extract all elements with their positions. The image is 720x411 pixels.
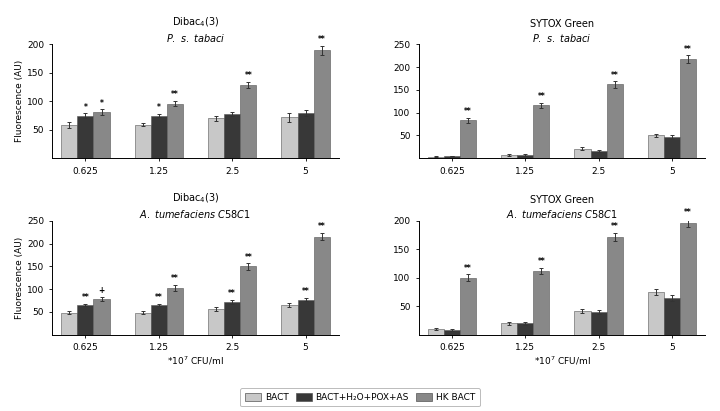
- Text: **: **: [611, 222, 618, 231]
- Bar: [77, 115, 94, 158]
- Text: **: **: [611, 71, 618, 80]
- Bar: [167, 104, 183, 158]
- Bar: [94, 299, 109, 335]
- Text: **: **: [302, 287, 310, 296]
- Bar: [664, 137, 680, 158]
- Text: *: *: [157, 103, 161, 112]
- Bar: [428, 329, 444, 335]
- Bar: [575, 149, 590, 158]
- Text: **: **: [684, 45, 692, 53]
- Title: SYTOX Green
$\it{P.\ s.\ tabaci}$: SYTOX Green $\it{P.\ s.\ tabaci}$: [530, 18, 594, 44]
- Bar: [648, 136, 664, 158]
- Bar: [224, 114, 240, 158]
- Bar: [240, 266, 256, 335]
- Text: *: *: [84, 103, 87, 111]
- Bar: [534, 105, 549, 158]
- Text: **: **: [464, 107, 472, 116]
- Text: **: **: [318, 35, 325, 44]
- Bar: [517, 323, 534, 335]
- Text: **: **: [81, 293, 89, 302]
- Bar: [282, 305, 297, 335]
- Bar: [444, 330, 460, 335]
- Bar: [150, 305, 167, 335]
- Text: **: **: [171, 275, 179, 283]
- Bar: [135, 313, 150, 335]
- Text: **: **: [464, 264, 472, 272]
- Bar: [460, 120, 476, 158]
- Bar: [61, 313, 77, 335]
- Title: Dibac$_4$(3)
$\it{P.\ s.\ tabaci}$: Dibac$_4$(3) $\it{P.\ s.\ tabaci}$: [166, 15, 225, 44]
- Bar: [648, 292, 664, 335]
- Bar: [607, 237, 623, 335]
- Text: **: **: [537, 257, 545, 266]
- Bar: [460, 278, 476, 335]
- X-axis label: *10$^7$ CFU/ml: *10$^7$ CFU/ml: [167, 355, 224, 367]
- Text: *: *: [99, 99, 104, 108]
- Bar: [77, 305, 94, 335]
- Title: Dibac$_4$(3)
$\it{A.\ tumefaciens\ C58C1}$: Dibac$_4$(3) $\it{A.\ tumefaciens\ C58C1…: [140, 192, 251, 220]
- Bar: [590, 312, 607, 335]
- Bar: [314, 237, 330, 335]
- X-axis label: *10$^7$ CFU/ml: *10$^7$ CFU/ml: [534, 355, 590, 367]
- Bar: [94, 112, 109, 158]
- Text: **: **: [171, 90, 179, 99]
- Bar: [224, 302, 240, 335]
- Bar: [501, 323, 517, 335]
- Bar: [517, 155, 534, 158]
- Bar: [607, 84, 623, 158]
- Bar: [428, 157, 444, 158]
- Legend: BACT, BACT+H₂O+POX+AS, HK BACT: BACT, BACT+H₂O+POX+AS, HK BACT: [240, 388, 480, 406]
- Text: **: **: [537, 92, 545, 102]
- Bar: [680, 223, 696, 335]
- Bar: [208, 309, 224, 335]
- Bar: [297, 300, 314, 335]
- Bar: [167, 288, 183, 335]
- Bar: [314, 50, 330, 158]
- Bar: [575, 311, 590, 335]
- Bar: [297, 113, 314, 158]
- Y-axis label: Fluorescence (AU): Fluorescence (AU): [15, 60, 24, 143]
- Bar: [590, 151, 607, 158]
- Title: SYTOX Green
$\it{A.\ tumefaciens\ C58C1}$: SYTOX Green $\it{A.\ tumefaciens\ C58C1}…: [506, 195, 618, 220]
- Bar: [150, 115, 167, 158]
- Bar: [208, 118, 224, 158]
- Text: **: **: [228, 289, 236, 298]
- Bar: [680, 59, 696, 158]
- Text: **: **: [245, 71, 252, 80]
- Text: +: +: [99, 286, 104, 295]
- Y-axis label: Fluorescence (AU): Fluorescence (AU): [15, 237, 24, 319]
- Bar: [501, 155, 517, 158]
- Bar: [444, 156, 460, 158]
- Bar: [240, 85, 256, 158]
- Bar: [664, 298, 680, 335]
- Text: **: **: [684, 208, 692, 217]
- Bar: [282, 117, 297, 158]
- Bar: [534, 271, 549, 335]
- Text: **: **: [155, 293, 163, 302]
- Bar: [135, 125, 150, 158]
- Text: **: **: [318, 222, 325, 231]
- Bar: [61, 125, 77, 158]
- Text: **: **: [245, 252, 252, 261]
